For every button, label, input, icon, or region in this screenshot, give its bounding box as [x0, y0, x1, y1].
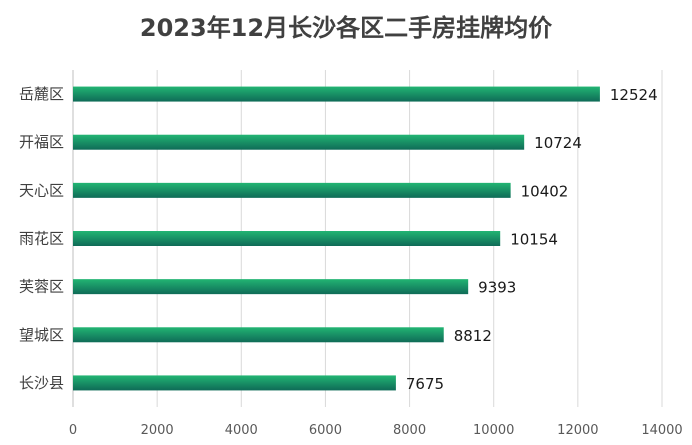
x-tick-label: 4000	[225, 423, 258, 438]
category-label: 望城区	[19, 326, 64, 344]
bars	[73, 86, 600, 391]
bar	[73, 375, 396, 391]
category-label: 岳麓区	[19, 85, 64, 103]
bar	[73, 327, 444, 343]
data-label: 10154	[510, 231, 558, 249]
data-label: 10402	[521, 182, 569, 200]
labels: 0 2000 4000 6000 8000 10000 12000 14000 岳麓区 12524…	[19, 85, 683, 438]
category-label: 雨花区	[19, 230, 64, 248]
data-label: 8812	[454, 327, 492, 345]
chart-title: 2023年12月长沙各区二手房挂牌均价	[140, 14, 553, 42]
bar	[73, 231, 501, 246]
category-label: 长沙县	[19, 374, 64, 392]
category-label: 开福区	[19, 133, 64, 151]
category-label: 芙蓉区	[19, 278, 64, 296]
bar	[73, 279, 469, 295]
x-tick-label: 14000	[641, 423, 682, 438]
x-tick-label: 2000	[141, 423, 174, 438]
bar	[73, 134, 525, 150]
data-label: 10724	[534, 134, 582, 152]
x-tick-label: 6000	[309, 423, 342, 438]
x-tick-label: 12000	[557, 423, 598, 438]
data-label: 7675	[406, 375, 444, 393]
x-tick-label: 0	[69, 423, 77, 438]
data-label: 9393	[478, 279, 516, 297]
x-tick-label: 8000	[393, 423, 426, 438]
category-label: 天心区	[19, 181, 64, 199]
x-tick-label: 10000	[473, 423, 514, 438]
bar	[73, 86, 600, 102]
data-label: 12524	[610, 86, 658, 104]
bar	[73, 182, 511, 198]
